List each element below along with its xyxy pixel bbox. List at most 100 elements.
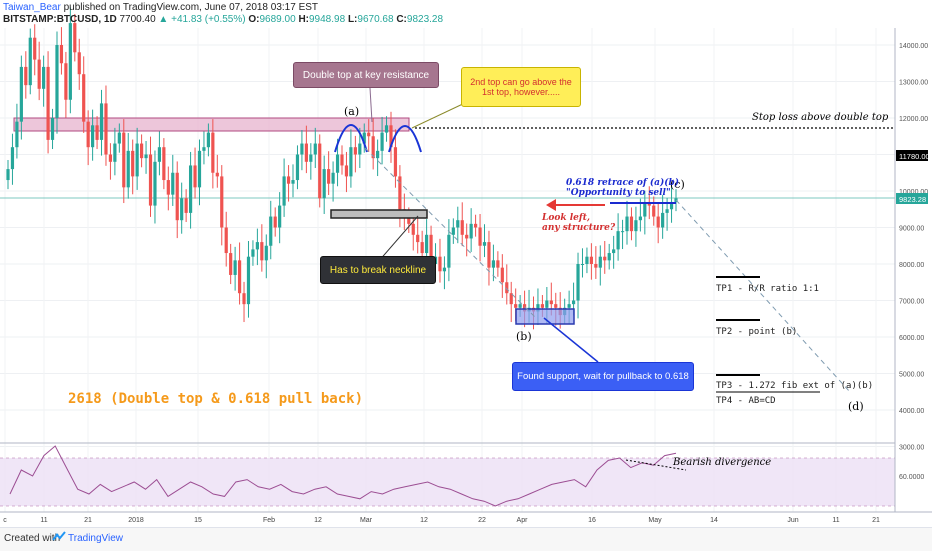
- price-tick: 9000.00: [899, 226, 924, 233]
- candle: [193, 147, 197, 199]
- candle: [233, 246, 237, 291]
- ohlc-line: BITSTAMP:BTCUSD, 1D 7700.40 ▲ +41.83 (+0…: [3, 14, 443, 25]
- candle: [322, 155, 326, 214]
- candle: [393, 129, 398, 188]
- candle: [126, 132, 130, 199]
- candle: [349, 129, 353, 188]
- publish-line: Taiwan_Bear published on TradingView.com…: [3, 2, 318, 13]
- stop-price-text: 11780.00: [899, 152, 930, 161]
- second-top-callout: 2nd top can go above the 1st top, howeve…: [461, 67, 581, 107]
- candle: [500, 254, 504, 298]
- symbol-label[interactable]: BITSTAMP:BTCUSD, 1D: [3, 14, 117, 25]
- tp3-label: TP3 - 1.272 fib ext of (a)(b): [716, 381, 873, 391]
- author-link[interactable]: Taiwan_Bear: [3, 2, 61, 13]
- point-b-label: (b): [516, 330, 532, 343]
- time-tick: May: [648, 517, 662, 524]
- candle: [460, 202, 464, 247]
- candle: [612, 235, 616, 269]
- candle: [389, 111, 393, 163]
- candle: [82, 56, 86, 133]
- candle: [629, 207, 634, 241]
- close-label: C:: [396, 14, 407, 25]
- time-tick: Mar: [360, 517, 373, 524]
- candle: [616, 213, 620, 261]
- second-top-pointer: [411, 101, 468, 129]
- time-axis: c 11 21 2018 15 Feb 12 Mar 12 22 Apr 16 May 14 Jun 11 21: [3, 517, 880, 524]
- candle: [184, 189, 188, 223]
- resistance-zone: [13, 117, 410, 132]
- candle: [451, 218, 455, 244]
- candle: [77, 38, 81, 90]
- candle: [237, 242, 242, 305]
- candle: [669, 186, 674, 223]
- tradingview-logo-icon[interactable]: [52, 531, 66, 546]
- look-left-label-1: Look left,: [541, 213, 590, 223]
- candle: [353, 135, 357, 173]
- candle: [64, 51, 68, 118]
- current-price-text: 9823.28: [899, 195, 926, 204]
- candle: [278, 192, 282, 244]
- price-tick: 7000.00: [899, 299, 924, 306]
- candle: [416, 216, 420, 254]
- candle: [580, 248, 585, 278]
- candle: [197, 139, 202, 206]
- candle: [175, 161, 179, 239]
- time-tick: 12: [314, 517, 322, 524]
- candle: [438, 238, 442, 283]
- candle: [447, 219, 451, 282]
- candle: [50, 108, 55, 150]
- candle: [634, 206, 638, 247]
- candle: [86, 110, 90, 166]
- high-value: 9948.98: [309, 14, 346, 25]
- time-tick: 21: [872, 517, 880, 524]
- candle: [652, 196, 656, 226]
- candle: [331, 161, 335, 202]
- time-tick: 14: [710, 517, 718, 524]
- candle: [59, 27, 64, 75]
- candle: [99, 89, 104, 156]
- candle: [42, 55, 46, 107]
- neckline-pointer: [377, 215, 419, 263]
- time-tick: Jun: [787, 517, 798, 524]
- candle: [286, 165, 291, 202]
- candle: [376, 139, 380, 177]
- publish-info: published on TradingView.com, June 07, 2…: [63, 2, 319, 13]
- candles: [6, 7, 678, 330]
- price-tick: 14000.00: [899, 43, 928, 50]
- candle: [380, 116, 384, 165]
- candle: [362, 123, 366, 153]
- last-price: 7700.40: [119, 14, 156, 25]
- open-value: 9689.00: [259, 14, 296, 25]
- candle: [656, 203, 660, 244]
- candle: [625, 200, 629, 245]
- candle: [643, 190, 647, 235]
- candle: [251, 240, 255, 266]
- candle: [603, 241, 607, 274]
- candle: [24, 51, 28, 99]
- tradingview-link[interactable]: TradingView: [68, 533, 124, 544]
- candle: [456, 206, 460, 244]
- close-value: 9823.28: [406, 14, 444, 25]
- price-tick: 3000.00: [899, 445, 924, 452]
- candle: [304, 125, 308, 174]
- candle: [300, 130, 304, 171]
- price-tick: 10000.00: [899, 189, 928, 196]
- time-tick: 16: [588, 517, 596, 524]
- candle: [131, 139, 135, 195]
- low-label: L:: [347, 14, 358, 25]
- candle: [246, 241, 251, 318]
- candle: [211, 119, 215, 189]
- footer-bar: Created with TradingView: [0, 527, 932, 551]
- candle: [10, 133, 15, 185]
- candle: [264, 234, 268, 279]
- candle: [171, 154, 175, 206]
- point-d-label: (d): [848, 400, 864, 413]
- candle: [180, 182, 184, 234]
- bearish-div-label: Bearish divergence: [672, 457, 771, 468]
- support-callout: Found support, wait for pullback to 0.61…: [512, 362, 694, 391]
- candle: [188, 151, 193, 229]
- candle: [340, 145, 344, 175]
- candle: [46, 51, 50, 154]
- double-top-callout: Double top at key resistance: [293, 62, 439, 88]
- time-tick: Apr: [517, 517, 529, 524]
